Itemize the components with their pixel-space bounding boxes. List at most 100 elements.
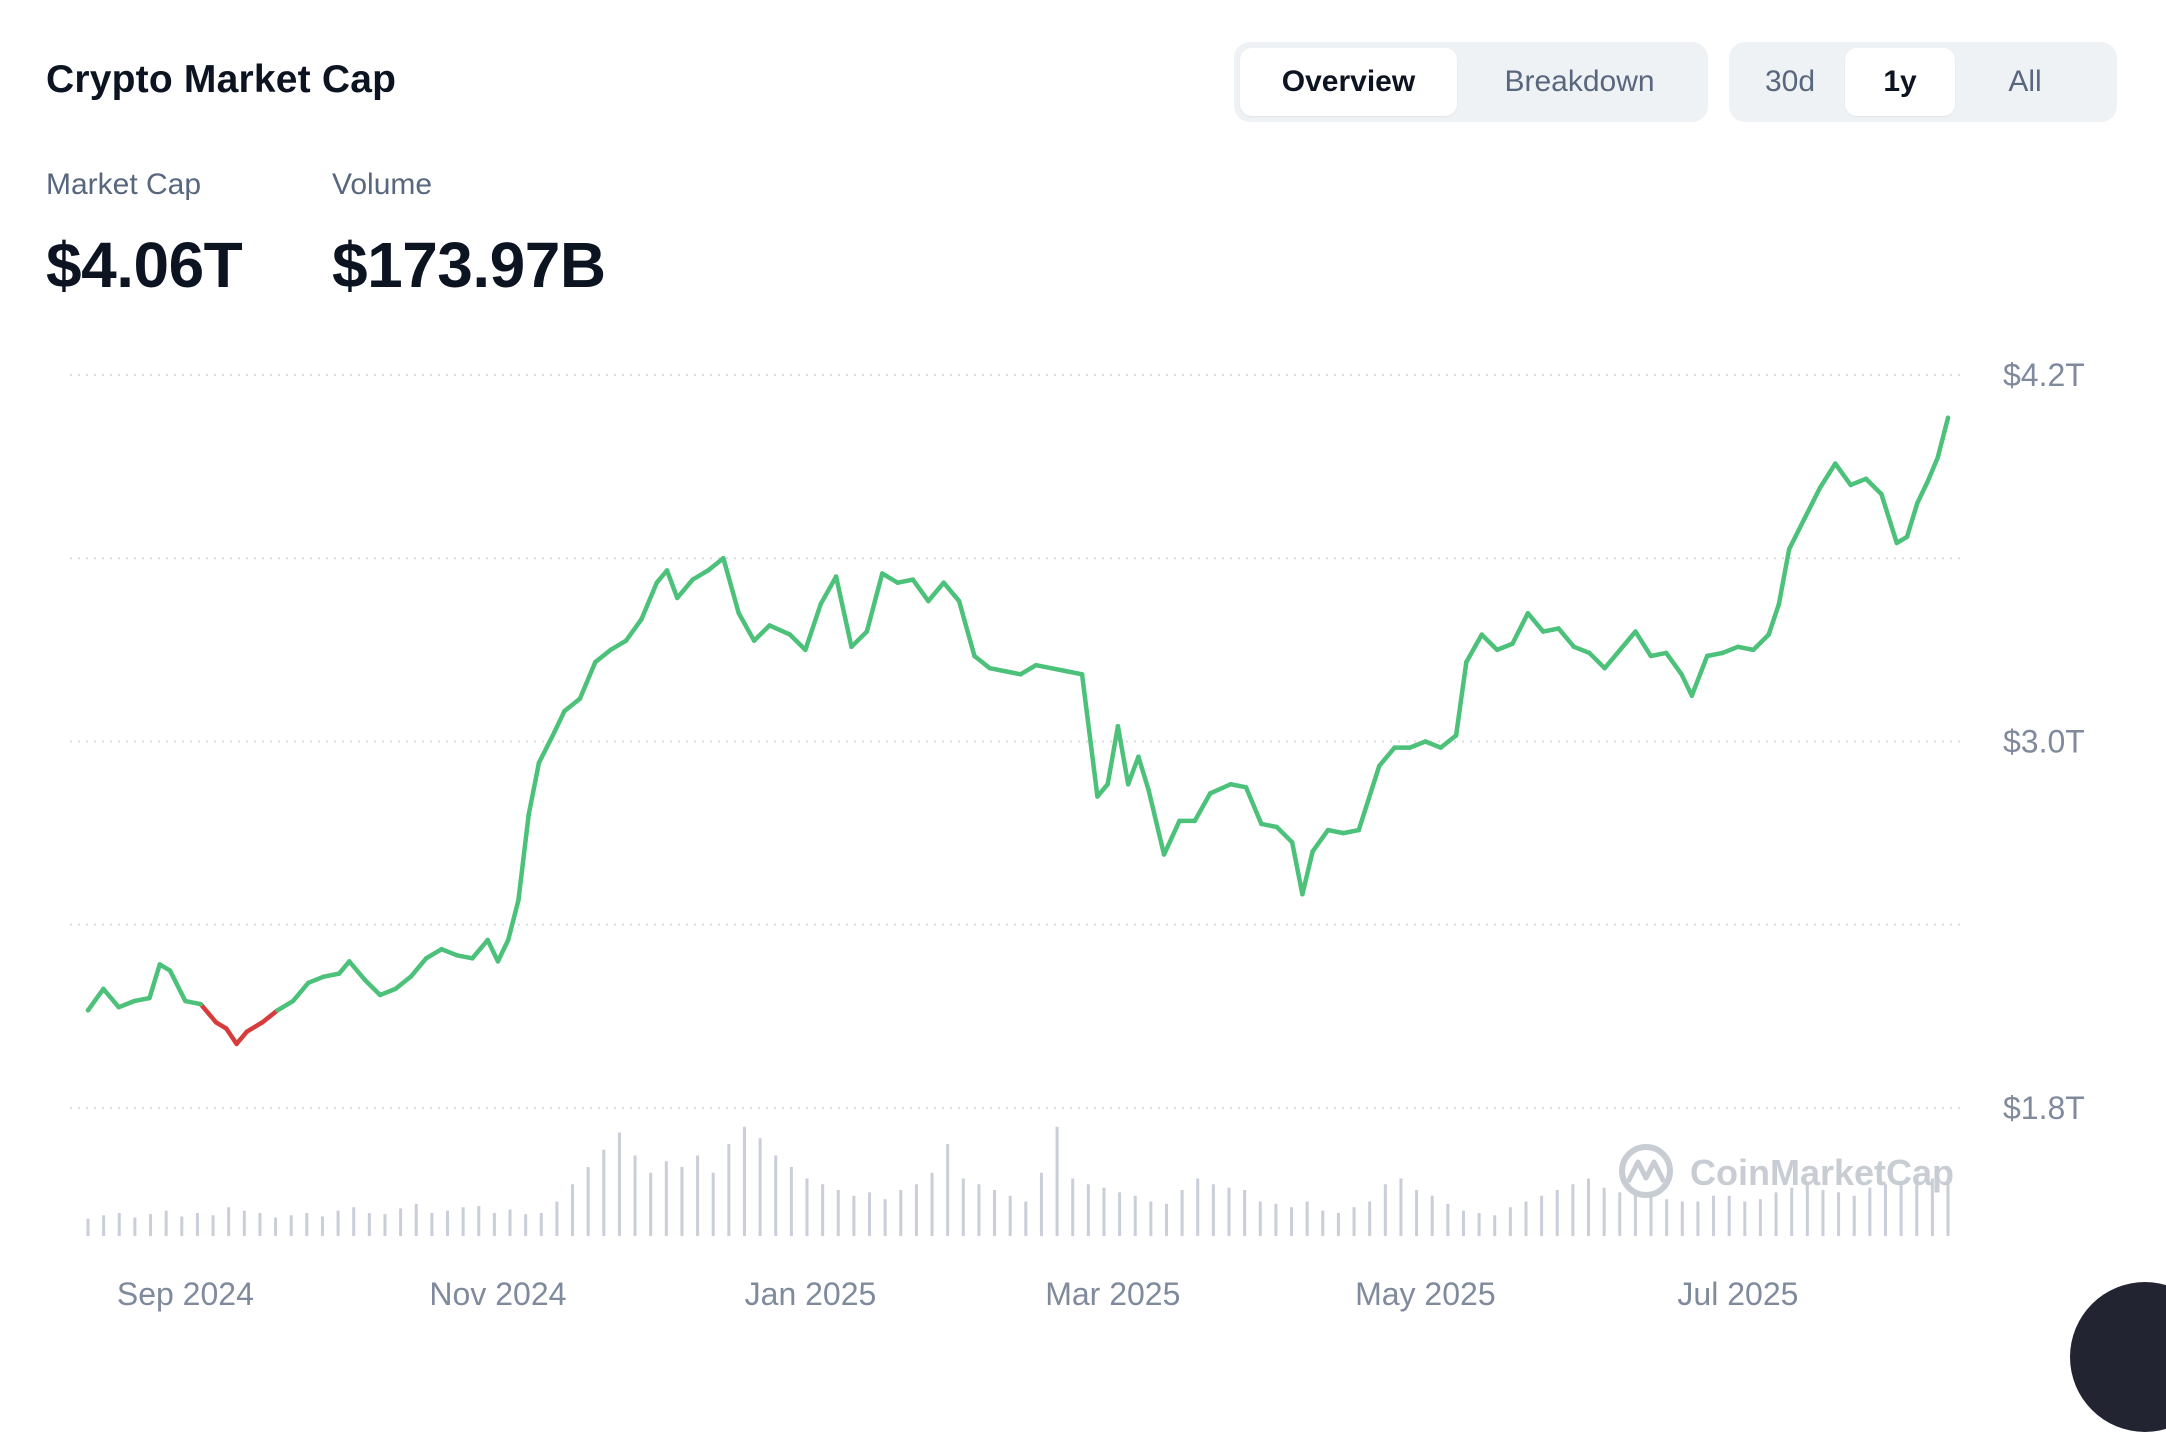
line-segment	[751, 623, 772, 643]
line-segment	[972, 653, 993, 671]
data-point	[1720, 650, 1725, 656]
data-point	[234, 1041, 239, 1047]
volume-bar	[1477, 1213, 1481, 1236]
tab-breakdown[interactable]: Breakdown	[1504, 65, 1655, 98]
volume-bar	[352, 1207, 356, 1236]
range-1y[interactable]: 1y	[1845, 48, 1955, 116]
line-segment	[1376, 745, 1397, 769]
data-point	[1105, 782, 1110, 787]
line-segment	[183, 998, 203, 1007]
data-point	[1571, 644, 1577, 650]
volume-bar	[696, 1155, 700, 1236]
line-segment	[675, 577, 695, 601]
volume-bar	[445, 1210, 449, 1236]
volume-bar	[1368, 1201, 1372, 1236]
range-all[interactable]: All	[2008, 65, 2042, 98]
range-30d[interactable]: 30d	[1764, 65, 1816, 98]
volume-bar	[195, 1213, 199, 1236]
volume-bar	[1430, 1195, 1434, 1236]
data-point	[1704, 653, 1710, 659]
volume-bar	[1587, 1178, 1591, 1236]
line-segment	[552, 708, 567, 735]
data-point	[1494, 647, 1500, 653]
line-segment	[101, 986, 121, 1010]
y-tick-label: $4.2T	[2003, 357, 2085, 393]
volume-bar	[1837, 1192, 1841, 1236]
line-segment	[910, 577, 931, 604]
line-segment	[1095, 782, 1110, 799]
line-segment	[485, 937, 501, 964]
data-point	[1689, 693, 1695, 698]
volume-bar	[1712, 1195, 1716, 1236]
data-point	[116, 1005, 121, 1010]
volume-bar	[617, 1132, 621, 1236]
line-segment	[1407, 739, 1428, 750]
volume-bar	[1883, 1184, 1887, 1236]
line-segment	[1289, 840, 1305, 897]
line-segment	[1356, 763, 1382, 833]
line-segment	[234, 1029, 250, 1047]
volume-bar	[1852, 1195, 1856, 1236]
volume-bar	[1821, 1190, 1825, 1236]
volume-bar	[1164, 1203, 1168, 1236]
volume-bar	[1290, 1207, 1294, 1236]
volume-bar	[524, 1214, 528, 1236]
volume-bar	[1540, 1195, 1544, 1236]
market-cap-chart[interactable]: $4.2T $3.0T $1.8T CoinMarketCap Sep 2024 No…	[0, 0, 2166, 1322]
data-point	[1136, 754, 1141, 759]
line-segment	[1556, 626, 1577, 650]
line-segment	[1766, 601, 1782, 637]
x-tick-label: May 2025	[1355, 1276, 1496, 1312]
line-segment	[516, 812, 531, 903]
volume-bar	[868, 1192, 872, 1236]
volume-bar	[1618, 1192, 1622, 1236]
data-point	[926, 598, 931, 604]
volume-bar	[461, 1207, 465, 1236]
line-segment	[1633, 629, 1654, 659]
line-segment	[393, 974, 414, 992]
data-point	[1848, 482, 1853, 488]
volume-bar	[727, 1144, 731, 1236]
volume-bar	[742, 1126, 746, 1236]
volume-bar	[852, 1195, 856, 1236]
line-segment	[1663, 650, 1684, 677]
line-segment	[1925, 455, 1941, 485]
data-point	[1407, 745, 1413, 750]
line-segment	[639, 580, 660, 622]
volume-bar	[1571, 1184, 1575, 1236]
line-segment	[1720, 644, 1741, 656]
data-point	[147, 995, 152, 1001]
data-point	[1802, 516, 1807, 521]
view-toggle: Overview Breakdown	[1234, 42, 1708, 122]
data-point	[377, 992, 383, 998]
line-segment	[1115, 723, 1131, 787]
volume-bar	[367, 1213, 371, 1236]
line-segment	[1243, 785, 1264, 827]
data-point	[593, 659, 598, 665]
line-segment	[1587, 650, 1607, 671]
line-segment	[131, 995, 152, 1004]
data-point	[1079, 672, 1085, 677]
volume-bar	[1055, 1126, 1059, 1236]
coinmarketcap-logo-mark	[1625, 1159, 1667, 1184]
range-toggle: 30d 1y All	[1729, 42, 2117, 122]
data-point	[275, 1008, 280, 1013]
line-segment	[1136, 754, 1151, 793]
line-segment	[690, 568, 711, 582]
volume-bar	[993, 1190, 997, 1236]
line-segment	[85, 986, 106, 1013]
volume-bar	[1133, 1195, 1137, 1236]
data-point	[1541, 629, 1546, 634]
volume-bar	[117, 1213, 121, 1236]
line-segment	[705, 556, 726, 573]
data-point	[536, 760, 542, 766]
line-segment	[147, 962, 162, 1001]
volume-bar	[602, 1149, 606, 1236]
tab-overview[interactable]: Overview	[1240, 48, 1457, 116]
volume-bar	[492, 1213, 496, 1236]
data-point	[1935, 455, 1940, 460]
line-segment	[864, 571, 885, 634]
data-point	[290, 998, 296, 1004]
chart-title: Crypto Market Cap	[46, 58, 397, 101]
data-point	[1392, 745, 1397, 750]
